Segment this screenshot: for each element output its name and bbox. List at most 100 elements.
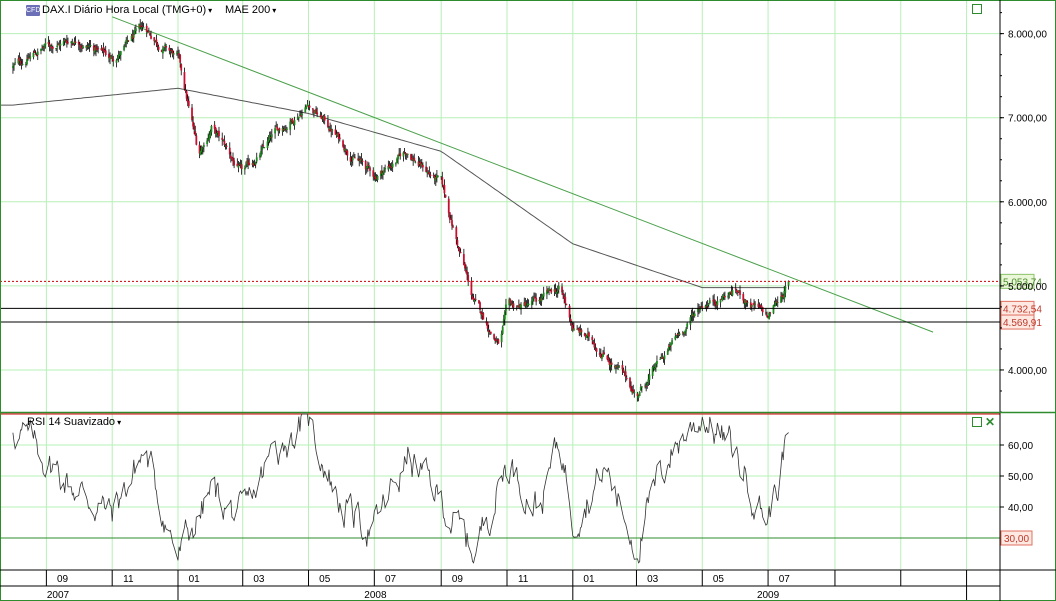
candle-body (603, 352, 605, 355)
candle-body (248, 162, 251, 166)
candle-body (20, 63, 23, 65)
candle-body (57, 44, 60, 46)
candle-body (222, 140, 225, 141)
chevron-down-icon: ▾ (272, 5, 277, 15)
candle-body (344, 148, 347, 152)
candle-body (749, 302, 752, 308)
candle-body (570, 322, 573, 326)
candle-body (583, 333, 586, 336)
candle-body (728, 292, 731, 295)
candle-body (736, 290, 739, 293)
candle-body (59, 43, 62, 46)
candle-body (510, 304, 513, 306)
candle-body (561, 286, 563, 293)
candle-body (399, 153, 402, 157)
candle-body (111, 56, 114, 59)
maximize-rsi-panel-icon[interactable] (972, 417, 982, 427)
close-rsi-panel-icon[interactable]: ✕ (985, 415, 996, 429)
candle-body (729, 292, 732, 294)
candle-body (734, 288, 737, 290)
candle-body (289, 121, 292, 130)
candle-body (19, 61, 22, 64)
candle-body (578, 328, 581, 333)
candle-body (322, 116, 325, 120)
candle-body (21, 63, 24, 65)
price-level-label: 5.053,74 (1003, 277, 1042, 288)
candle-body (261, 146, 264, 150)
candle-body (705, 306, 708, 308)
candle-body (389, 166, 392, 168)
candle-body (593, 342, 596, 348)
candle-body (306, 104, 309, 107)
candle-body (199, 150, 202, 156)
candle-body (639, 386, 642, 391)
candle-body (591, 337, 594, 341)
instrument-selector[interactable]: CFD DAX.I Diário Hora Local (TMG+0) ▾ (26, 4, 212, 16)
candle-body (466, 271, 468, 275)
candle-body (17, 58, 20, 64)
candle-body (398, 153, 401, 155)
candle-body (451, 220, 453, 226)
candle-body (383, 170, 385, 173)
candle-body (290, 119, 293, 122)
candle-body (609, 363, 612, 367)
candle-body (254, 162, 257, 165)
candle-body (444, 194, 447, 198)
candle-body (70, 41, 73, 43)
candle-body (509, 299, 512, 304)
candle-body (100, 48, 103, 51)
candle-body (329, 128, 331, 130)
candle-body (613, 366, 616, 368)
candle-body (67, 42, 69, 44)
candle-body (754, 303, 757, 305)
candle-body (296, 118, 299, 120)
candle-body (569, 318, 572, 323)
candle-body (233, 160, 235, 166)
candle-body (345, 150, 348, 152)
candle-body (615, 365, 617, 368)
candle-body (195, 135, 198, 145)
candle-body (131, 34, 134, 39)
candle-body (127, 40, 130, 42)
candle-body (305, 105, 308, 109)
candle-body (773, 305, 776, 307)
candle-body (81, 47, 83, 49)
candle-body (761, 307, 764, 313)
candle-body (660, 356, 663, 359)
candle-body (685, 328, 687, 332)
indicator-selector[interactable]: MAE 200 ▾ (225, 4, 276, 16)
candle-body (530, 300, 533, 306)
candle-body (283, 128, 286, 130)
rsi-selector[interactable]: RSI 14 Suavizado ▾ (27, 416, 121, 428)
x-month-label: 07 (385, 574, 397, 585)
candle-body (207, 138, 210, 140)
maximize-price-panel-icon[interactable] (972, 4, 982, 14)
candle-body (418, 162, 421, 165)
candle-body (676, 334, 679, 335)
candle-body (308, 105, 311, 108)
candle-body (223, 140, 226, 145)
candle-body (150, 35, 152, 39)
candle-body (512, 303, 515, 308)
candle-body (48, 43, 51, 47)
candle-body (194, 131, 197, 136)
price-y-tick-label: 6.000,00 (1008, 198, 1047, 209)
candle-body (525, 306, 528, 307)
candle-body (320, 114, 323, 119)
candle-body (380, 170, 383, 174)
candle-body (263, 147, 266, 149)
candle-body (743, 299, 746, 304)
ma-layer (0, 87, 787, 289)
candle-body (354, 157, 356, 159)
candle-body (65, 40, 68, 44)
grid-layer (0, 0, 1000, 569)
candle-body (486, 322, 489, 329)
candle-body (425, 166, 428, 173)
candle-body (666, 350, 669, 355)
candle-body (482, 312, 485, 320)
candle-body (721, 296, 724, 300)
candle-body (298, 114, 301, 116)
candle-body (775, 301, 778, 304)
candle-body (124, 43, 127, 45)
candle-body (542, 292, 545, 297)
